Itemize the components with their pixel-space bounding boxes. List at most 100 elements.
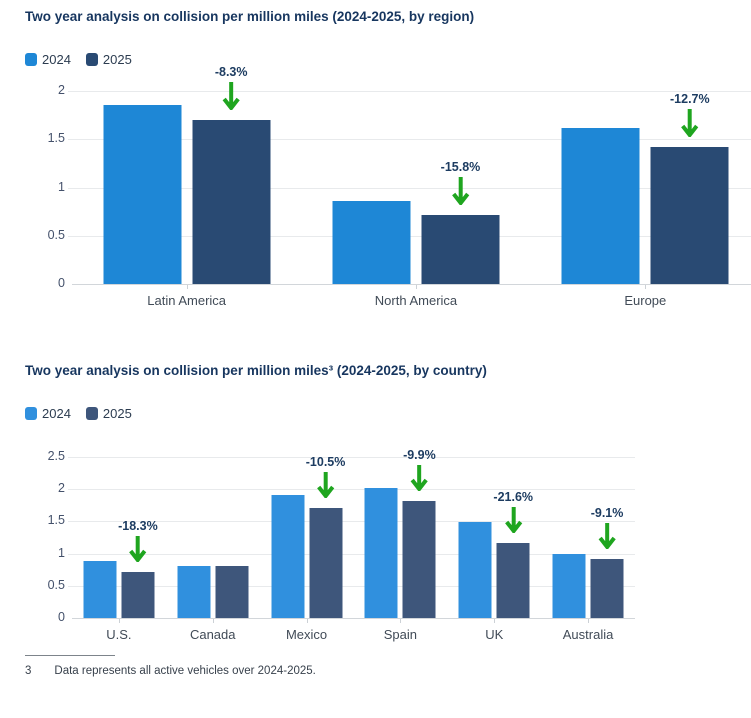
region-chart-section: Two year analysis on collision per milli… <box>25 8 751 308</box>
footnote-divider <box>25 655 115 656</box>
category-slot-Mexico: Mexico -10.5% <box>260 438 354 642</box>
category-label: Latin America <box>147 293 227 308</box>
x-axis-tick <box>186 285 188 289</box>
percent-change-label: -9.1% <box>590 506 624 520</box>
bar-2025-North America <box>421 215 500 284</box>
y-tick-label-1: 1 <box>58 179 65 194</box>
category-label: Australia <box>562 627 614 642</box>
decrease-annotation-Mexico: -10.5% <box>305 455 346 498</box>
bar-2024-Australia <box>552 554 586 618</box>
bar-pair: -21.6% <box>458 438 533 618</box>
y-tick-label-0: 0 <box>58 610 65 624</box>
y-tick-label-2.5: 2.5 <box>47 449 65 463</box>
gridline-1.5 <box>68 521 635 523</box>
region-chart-title: Two year analysis on collision per milli… <box>25 9 475 24</box>
green-down-arrow-icon <box>504 507 522 533</box>
x-axis-tick <box>645 285 647 289</box>
footnote-text-line: 3 Data represents all active vehicles ov… <box>25 665 737 677</box>
decrease-annotation-U.S.: -18.3% <box>118 519 158 562</box>
legend-label-2025: 2025 <box>102 52 132 67</box>
green-down-arrow-icon <box>681 109 699 137</box>
gridline-2.5 <box>68 457 635 458</box>
bar-pair: -12.7% <box>561 84 729 284</box>
decrease-annotation-North America: -15.8% <box>440 160 481 205</box>
bar-2024-Spain <box>364 488 398 618</box>
y-tick-label-0.5: 0.5 <box>47 577 65 592</box>
bar-2025-U.S. <box>121 572 155 618</box>
category-slot-Canada: Canada <box>166 438 260 642</box>
footnote-marker: 3 <box>25 665 32 677</box>
category-label: UK <box>485 627 504 642</box>
legend-item-2024: 2024 <box>25 52 71 67</box>
category-label: Mexico <box>285 627 328 642</box>
country-chart-legend: 2024 2025 <box>25 406 737 421</box>
green-down-arrow-icon <box>451 177 470 205</box>
green-down-arrow-icon <box>410 465 428 491</box>
country-chart: 0 0.5 1 1.5 2 2.5 U.S. -18.3% Canada Mexico -10.5… <box>27 438 737 642</box>
percent-change-label: -12.7% <box>670 92 710 106</box>
gridline-1 <box>68 553 635 555</box>
percent-change-label: -9.9% <box>403 448 436 462</box>
gridline-1.5 <box>68 139 751 141</box>
category-label: Europe <box>624 293 667 308</box>
green-down-arrow-icon <box>129 536 147 562</box>
category-label: North America <box>374 293 458 308</box>
percent-change-label: -21.6% <box>493 490 534 504</box>
gridline-1 <box>68 187 751 189</box>
gridline-2 <box>68 91 751 92</box>
gridline-2 <box>68 489 635 491</box>
bar-2025-UK <box>496 543 530 618</box>
legend-label-2024: 2024 <box>42 52 71 67</box>
x-axis-tick <box>212 619 214 623</box>
bar-pair: -15.8% <box>332 84 500 284</box>
bar-2025-Europe <box>650 147 729 284</box>
decrease-annotation-UK: -21.6% <box>493 490 533 533</box>
green-down-arrow-icon <box>598 523 616 549</box>
bar-2024-U.S. <box>83 561 117 618</box>
percent-change-label: -8.3% <box>214 65 248 79</box>
x-axis-tick <box>494 619 496 623</box>
report-page: Two year analysis on collision per milli… <box>25 8 751 677</box>
legend-item-2025: 2025 <box>85 52 132 67</box>
percent-change-label: -15.8% <box>440 160 481 174</box>
y-tick-label-0.5: 0.5 <box>47 227 65 242</box>
green-down-arrow-icon <box>316 472 335 498</box>
category-slot-North America: North America -15.8% <box>301 84 530 308</box>
bar-2025-Australia <box>590 559 624 618</box>
x-axis-tick <box>588 619 590 623</box>
legend-chip-2024 <box>25 407 37 420</box>
category-label: Canada <box>189 627 236 642</box>
bar-2024-North America <box>332 201 411 284</box>
y-tick-label-1: 1 <box>58 545 65 560</box>
bar-2025-Mexico <box>309 508 343 618</box>
region-chart: 0 0.5 1 1.5 2 Latin America -8.3% North Americ… <box>27 65 751 308</box>
category-slot-Europe: Europe -12.7% <box>531 84 751 308</box>
bar-2025-Canada <box>215 566 249 618</box>
legend-chip-2024 <box>25 53 37 66</box>
footnote: 3 Data represents all active vehicles ov… <box>25 655 737 677</box>
legend-chip-2025 <box>85 53 98 66</box>
bar-pair: -10.5% <box>271 438 345 618</box>
x-axis-tick <box>400 619 402 623</box>
decrease-annotation-Spain: -9.9% <box>403 448 436 491</box>
legend-label-2024: 2024 <box>42 406 71 421</box>
x-axis-tick <box>118 619 120 623</box>
country-chart-section: Two year analysis on collision per milli… <box>25 362 737 642</box>
bar-pair <box>177 438 249 618</box>
category-slot-Latin America: Latin America -8.3% <box>72 65 301 308</box>
decrease-annotation-Australia: -9.1% <box>590 506 624 549</box>
region-chart-y-axis: 0 0.5 1 1.5 2 <box>27 83 65 290</box>
bar-groups: Latin America -8.3% North America -15.8% Eur… <box>72 65 751 308</box>
legend-item-2025: 2025 <box>85 406 132 421</box>
category-label: Spain <box>383 627 418 642</box>
bar-2024-Mexico <box>271 495 305 618</box>
percent-change-label: -10.5% <box>305 455 346 469</box>
country-chart-title: Two year analysis on collision per milli… <box>25 363 487 378</box>
region-chart-legend: 2024 2025 <box>25 52 737 67</box>
country-chart-y-axis: 0 0.5 1 1.5 2 2.5 <box>27 438 65 624</box>
bar-pair: -8.3% <box>103 65 271 284</box>
y-tick-label-1.5: 1.5 <box>47 131 65 146</box>
y-tick-label-2: 2 <box>58 481 65 496</box>
bar-2024-Latin America <box>103 105 182 284</box>
bar-2025-Latin America <box>192 120 271 284</box>
